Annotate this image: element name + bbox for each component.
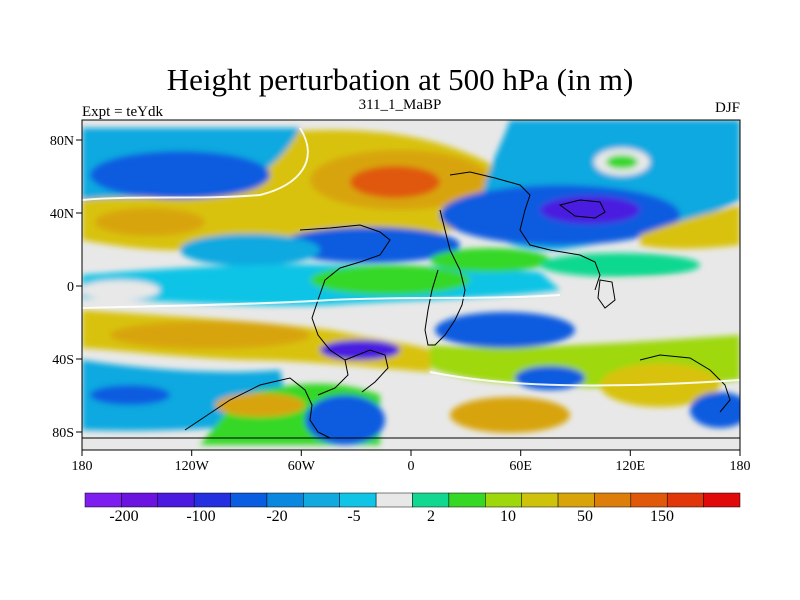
lon-tick-marks bbox=[81, 450, 741, 456]
continent-outlines bbox=[82, 171, 740, 439]
colorbar-swatch bbox=[84, 492, 122, 508]
lon-label-120w: 120W bbox=[175, 459, 210, 474]
contour-field bbox=[82, 120, 740, 450]
south-low-central bbox=[305, 395, 385, 445]
colorbar-swatch bbox=[266, 492, 304, 508]
asia-interior-outline bbox=[558, 199, 606, 219]
colorbar-swatch bbox=[448, 492, 486, 508]
colorbar-label-minus20: -20 bbox=[266, 508, 288, 525]
colorbar-swatch bbox=[412, 492, 450, 508]
colorbar-swatch bbox=[303, 492, 340, 508]
south-pacific-core bbox=[90, 385, 170, 405]
lat-label-40n: 40N bbox=[50, 207, 74, 222]
equatorial-green bbox=[310, 265, 470, 295]
lat-label-80s: 80S bbox=[52, 426, 74, 441]
plot-title: Height perturbation at 500 hPa (in m) bbox=[166, 62, 634, 97]
lon-label-60w: 60W bbox=[288, 459, 316, 474]
colorbar-label-minus5: -5 bbox=[347, 508, 361, 525]
south-orange-west bbox=[215, 393, 305, 417]
australia-outline bbox=[639, 354, 731, 413]
east-teal bbox=[540, 253, 700, 277]
colorbar-swatch bbox=[485, 492, 522, 508]
nw-low-core bbox=[90, 151, 270, 199]
africa-outline bbox=[424, 209, 466, 346]
maritime-outline bbox=[597, 279, 616, 309]
west-central-low bbox=[180, 234, 320, 266]
colorbar-swatch bbox=[157, 492, 195, 508]
colorbar-swatch bbox=[193, 492, 231, 508]
lon-label-180e: 180 bbox=[730, 459, 751, 474]
south-america-east-outline bbox=[344, 349, 389, 393]
americas-west-outline bbox=[299, 224, 391, 396]
colorbar-swatch bbox=[630, 492, 668, 508]
lat-label-80n: 80N bbox=[50, 134, 74, 149]
lon-label-0: 0 bbox=[408, 459, 415, 474]
colorbar bbox=[84, 492, 741, 508]
contour-lines bbox=[82, 127, 740, 387]
colorbar-swatch bbox=[703, 492, 741, 508]
contour-line-north bbox=[82, 127, 309, 201]
colorbar-label-10: 10 bbox=[500, 508, 516, 525]
west-high bbox=[95, 208, 205, 236]
contour-line-south bbox=[429, 371, 740, 387]
colorbar-swatch bbox=[666, 492, 704, 508]
colorbar-swatch bbox=[121, 492, 159, 508]
colorbar-label-minus100: -100 bbox=[186, 508, 216, 525]
season-label: DJF bbox=[714, 100, 740, 116]
lat-label-0: 0 bbox=[67, 280, 74, 295]
colorbar-label-50: 50 bbox=[577, 508, 593, 525]
west-neutral bbox=[82, 280, 160, 300]
period-label: 311_1_MaBP bbox=[358, 97, 442, 113]
east-positive bbox=[640, 205, 740, 249]
se-low bbox=[690, 392, 740, 428]
colorbar-label-2: 2 bbox=[427, 508, 435, 525]
lat-label-40s: 40S bbox=[52, 353, 74, 368]
colorbar-swatch bbox=[594, 492, 632, 508]
south-high-west bbox=[110, 321, 310, 349]
ne-ring-inner bbox=[606, 155, 638, 169]
colorbar-swatch bbox=[339, 492, 377, 508]
colorbar-swatch bbox=[557, 492, 595, 508]
colorbar-swatch bbox=[230, 492, 268, 508]
experiment-label: Expt = teYdk bbox=[82, 104, 163, 120]
colorbar-swatch bbox=[521, 492, 559, 508]
eurasia-outline bbox=[449, 171, 601, 291]
lon-label-120e: 120E bbox=[616, 459, 646, 474]
south-orange-central bbox=[450, 397, 570, 433]
colorbar-label-minus200: -200 bbox=[109, 508, 139, 525]
antarctic-west-outline bbox=[184, 377, 331, 439]
ne-low-core bbox=[540, 196, 640, 224]
lon-label-60e: 60E bbox=[509, 459, 532, 474]
south-indian-low bbox=[515, 366, 585, 390]
east-neutral bbox=[580, 280, 740, 304]
central-low bbox=[280, 227, 460, 263]
east-green bbox=[430, 248, 550, 272]
lat-tick-marks bbox=[76, 139, 82, 433]
colorbar-swatch bbox=[375, 492, 413, 508]
south-atlantic-low bbox=[320, 340, 400, 360]
south-africa-low bbox=[435, 312, 575, 348]
contour-line-equator bbox=[82, 294, 561, 309]
colorbar-label-150: 150 bbox=[650, 508, 674, 525]
lon-label-180w: 180 bbox=[72, 459, 93, 474]
north-high-peak bbox=[350, 166, 440, 198]
